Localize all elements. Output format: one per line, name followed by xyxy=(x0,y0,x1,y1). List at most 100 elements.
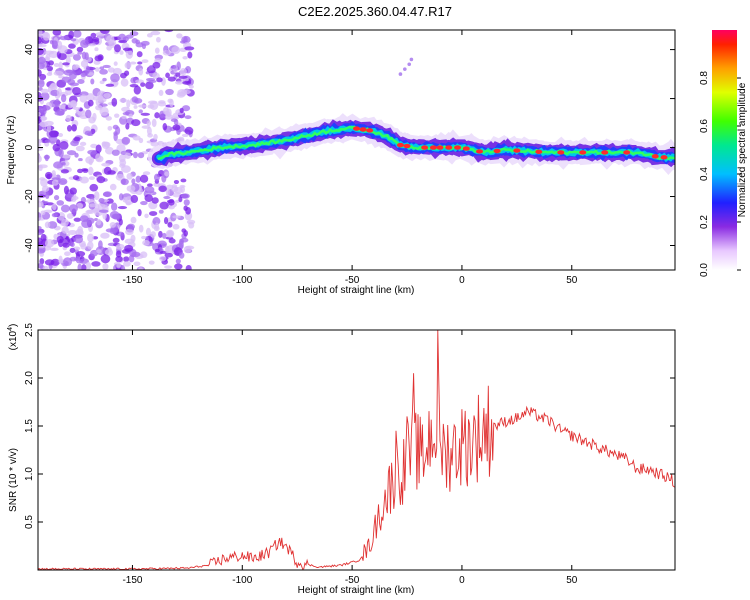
noise-blob xyxy=(65,114,72,122)
noise-blob xyxy=(40,210,46,216)
noise-blob xyxy=(62,62,70,66)
noise-blob xyxy=(175,258,181,264)
noise-blob xyxy=(68,30,75,39)
noise-blob xyxy=(140,112,151,116)
noise-blob xyxy=(70,242,75,248)
noise-blob xyxy=(70,140,79,147)
noise-blob xyxy=(150,231,156,238)
noise-blob xyxy=(63,185,69,195)
noise-blob xyxy=(39,121,49,128)
noise-blob xyxy=(107,170,116,175)
noise-blob xyxy=(51,203,57,211)
noise-blob xyxy=(106,198,114,204)
noise-blob xyxy=(85,261,92,270)
noise-blob xyxy=(38,138,43,144)
noise-blob xyxy=(119,50,124,55)
noise-blob xyxy=(39,73,47,81)
noise-blob xyxy=(162,107,170,115)
noise-blob xyxy=(138,267,144,270)
noise-blob xyxy=(115,126,121,135)
figure-title: C2E2.2025.360.04.47.R17 xyxy=(298,4,452,19)
spectrogram-panel: -150 -100 -50 0 50 -40 -20 0 20 40 Height of str… xyxy=(6,29,676,296)
noise-blob xyxy=(145,227,151,236)
noise-blob xyxy=(172,124,181,131)
noise-blob xyxy=(92,96,99,101)
noise-blob xyxy=(88,166,94,176)
noise-blob xyxy=(144,194,153,203)
noise-blob xyxy=(60,104,66,110)
noise-blob xyxy=(72,175,80,181)
noise-blob xyxy=(38,225,42,230)
noise-blob xyxy=(98,240,103,250)
noise-blob xyxy=(100,30,110,34)
spectrogram-y-tick-label: 40 xyxy=(24,44,35,56)
noise-blob xyxy=(164,114,174,120)
noise-blob xyxy=(128,254,135,263)
noise-blob xyxy=(154,248,160,253)
noise-blob xyxy=(139,174,149,183)
noise-blob xyxy=(69,82,79,87)
noise-blob xyxy=(79,141,87,147)
noise-blob xyxy=(38,47,44,56)
noise-blob xyxy=(141,125,151,129)
noise-blob xyxy=(69,71,77,80)
noise-blob xyxy=(132,151,138,159)
noise-blob xyxy=(129,61,137,65)
noise-blob xyxy=(56,87,62,97)
noise-blob xyxy=(92,37,100,42)
ridge-hotspot xyxy=(651,154,659,159)
noise-blob xyxy=(103,141,111,148)
ridge-hotspot xyxy=(535,149,543,155)
snr-panel: -150 -100 -50 0 50 0.5 1.0 1.5 2.0 2.5 Height of… xyxy=(7,323,676,596)
noise-blob xyxy=(68,204,78,213)
noise-blob xyxy=(77,168,84,174)
noise-blob xyxy=(168,238,176,244)
ridge-hotspot xyxy=(579,150,587,155)
noise-blob xyxy=(70,197,77,202)
colorbar-tick-label: 0.4 xyxy=(699,167,710,181)
noise-blob xyxy=(125,228,134,236)
noise-blob xyxy=(146,183,153,187)
spectrogram-y-tick-label: -20 xyxy=(24,189,35,204)
noise-blob xyxy=(121,115,127,119)
noise-blob xyxy=(39,108,47,116)
noise-blob xyxy=(158,209,164,214)
noise-blob xyxy=(129,83,139,88)
noise-blob xyxy=(126,185,136,192)
noise-blob xyxy=(124,62,132,69)
noise-blob xyxy=(178,196,183,203)
noise-blob xyxy=(130,194,139,204)
colorbar-tick-label: 0.6 xyxy=(699,119,710,133)
noise-blob xyxy=(187,51,193,59)
noise-blob xyxy=(95,153,102,162)
spectrogram-x-tick-label: -100 xyxy=(232,275,252,286)
noise-blob xyxy=(137,61,143,65)
noise-blob xyxy=(115,243,125,250)
noise-blob xyxy=(53,70,64,76)
noise-blob xyxy=(124,244,134,252)
noise-blob xyxy=(98,198,105,204)
snr-y-label: SNR (10 * v/v) xyxy=(8,448,19,512)
noise-blob xyxy=(38,44,47,48)
colorbar-label: Normalized spectral amplitude xyxy=(737,82,748,217)
noise-blob xyxy=(102,191,111,197)
noise-blob xyxy=(162,49,171,56)
ridge-hotspot xyxy=(462,146,470,151)
noise-blob xyxy=(137,152,145,159)
noise-blob xyxy=(110,202,118,211)
snr-x-ticks: -150 -100 -50 0 50 xyxy=(122,330,578,586)
noise-blob xyxy=(184,115,192,120)
noise-blob xyxy=(183,199,190,206)
noise-blob xyxy=(68,43,76,49)
noise-blob xyxy=(131,251,141,258)
noise-blob xyxy=(71,124,77,132)
noise-blob xyxy=(38,111,41,117)
noise-blob xyxy=(181,228,187,233)
noise-blob xyxy=(75,145,85,152)
noise-blob xyxy=(162,123,168,131)
noise-blob xyxy=(94,67,100,72)
noise-blob xyxy=(99,80,105,85)
noise-blob xyxy=(42,31,51,41)
noise-blob xyxy=(81,264,87,270)
noise-blob xyxy=(85,65,90,75)
